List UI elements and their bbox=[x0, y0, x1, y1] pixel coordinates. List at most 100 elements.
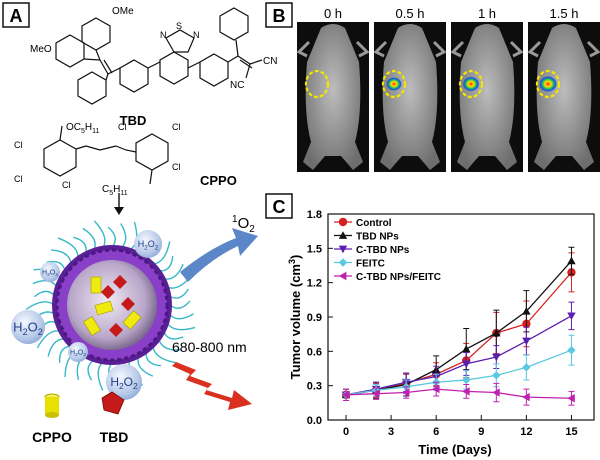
timepoint-label: 1 h bbox=[478, 6, 496, 21]
data-point bbox=[432, 384, 440, 394]
x-tick-label: 0 bbox=[343, 426, 349, 438]
series-c-tbd-nps-feitc bbox=[341, 381, 575, 406]
cl-1: Cl bbox=[14, 140, 23, 150]
panel-b: B 0 h 0.5 h 1 h 1.5 h bbox=[265, 2, 600, 172]
h2o2-bubble: H2O2 bbox=[134, 230, 162, 258]
tbd-meo-label: MeO bbox=[30, 44, 52, 55]
legend-item: C-TBD NPs/FEITC bbox=[334, 271, 441, 283]
singlet-oxygen-arrow bbox=[180, 228, 258, 282]
tbd-cube bbox=[121, 297, 135, 311]
h2o2-label: H2O2 bbox=[138, 239, 159, 251]
tbd-ring-linker-2 bbox=[199, 53, 229, 87]
peg-chain bbox=[145, 351, 162, 367]
fluorescence-spot bbox=[539, 76, 557, 92]
peg-chain bbox=[32, 280, 58, 288]
x-tick-label: 3 bbox=[388, 426, 394, 438]
cppo-c5h11-label: C5H11 bbox=[102, 184, 128, 197]
peg-chain bbox=[163, 263, 184, 280]
y-tick-label: 1.8 bbox=[307, 209, 322, 221]
tbd-ring-bottom bbox=[77, 71, 107, 105]
cppo-ring-right bbox=[135, 133, 169, 171]
peg-chain bbox=[57, 237, 79, 259]
x-axis-label: Time (Days) bbox=[418, 442, 491, 457]
data-point bbox=[341, 390, 350, 400]
peg-chain bbox=[97, 361, 104, 391]
y-tick-label: 0.0 bbox=[307, 415, 322, 427]
data-point bbox=[492, 388, 500, 397]
singlet-oxygen-label: 1O2 bbox=[232, 214, 255, 235]
peg-chain bbox=[87, 359, 95, 381]
x-tick-label: 15 bbox=[565, 426, 577, 438]
mouse-ears bbox=[296, 40, 370, 58]
legend-label: C-TBD NPs bbox=[356, 245, 410, 256]
panel-a: A bbox=[2, 2, 277, 445]
tbd-structure bbox=[55, 7, 263, 105]
h2o2-bubbles: H2O2 H2O2 H2O2 H2O2 H2O2 bbox=[11, 230, 162, 400]
data-point bbox=[492, 371, 501, 380]
peg-chain bbox=[168, 288, 189, 299]
h2o2-label: H2O2 bbox=[42, 269, 58, 278]
cppo-oc-label: OC5H11 bbox=[66, 122, 100, 135]
peg-chain bbox=[163, 331, 184, 340]
tbd-benzothiadiazole bbox=[159, 51, 189, 85]
peg-chain bbox=[166, 322, 196, 331]
cl-2: Cl bbox=[14, 174, 23, 184]
legend-label: Control bbox=[356, 218, 392, 229]
tumor-region-ellipse bbox=[381, 69, 407, 99]
tbd-name: TBD bbox=[120, 113, 147, 128]
data-point bbox=[522, 392, 530, 402]
y-tick-label: 0.3 bbox=[307, 381, 322, 393]
tbd-cube bbox=[101, 285, 115, 299]
y-tick-label: 1.2 bbox=[307, 278, 322, 290]
cppo-ring-left bbox=[43, 139, 77, 177]
data-point bbox=[338, 231, 348, 239]
mouse-frame: 0.5 h bbox=[373, 6, 447, 172]
data-point bbox=[338, 258, 348, 267]
timepoint-label: 1.5 h bbox=[550, 6, 579, 21]
data-point bbox=[522, 337, 531, 346]
mouse-body bbox=[380, 24, 440, 170]
legend-item: C-TBD NPs bbox=[334, 245, 410, 256]
mouse-body bbox=[457, 24, 517, 170]
x-tick-label: 12 bbox=[520, 426, 532, 438]
peg-chain bbox=[82, 227, 96, 251]
peg-chain bbox=[168, 313, 194, 320]
cargo-molecules bbox=[83, 275, 142, 337]
peg-chain bbox=[169, 300, 191, 309]
mouse-frame: 0 h bbox=[296, 6, 370, 172]
data-point bbox=[462, 360, 471, 369]
mouse-ears bbox=[373, 40, 447, 58]
tbd-ring-left bbox=[55, 34, 85, 68]
cppo-cylinder bbox=[94, 300, 114, 316]
h2o2-label: H2O2 bbox=[70, 349, 86, 358]
h2o2-bubble: H2O2 bbox=[106, 364, 142, 400]
fluorescence-spot bbox=[462, 76, 480, 92]
tbd-cube bbox=[109, 323, 123, 337]
mouse-ears bbox=[527, 40, 600, 58]
tbd-n1-label: N bbox=[160, 30, 167, 40]
tbd-ring-linker-1 bbox=[119, 59, 149, 93]
mouse-body bbox=[303, 24, 363, 170]
tbd-s-label: S bbox=[176, 21, 182, 31]
x-tick-label: 9 bbox=[478, 426, 484, 438]
peg-chain bbox=[158, 255, 174, 272]
data-point bbox=[522, 363, 531, 372]
series-line bbox=[346, 388, 572, 399]
tbd-ring-top bbox=[81, 17, 111, 51]
legend-tbd-label: TBD bbox=[100, 429, 129, 445]
data-point bbox=[522, 307, 531, 315]
y-axis-label: Tumor volume (cm3) bbox=[287, 255, 303, 380]
mouse-ears bbox=[450, 40, 524, 58]
peg-chain bbox=[107, 226, 116, 248]
tumor-region-ellipse bbox=[535, 69, 561, 99]
peg-chain bbox=[93, 220, 106, 249]
cl-6: Cl bbox=[172, 162, 181, 172]
mouse-frame: 1 h bbox=[450, 6, 524, 172]
h2o2-label: H2O2 bbox=[110, 375, 138, 391]
tbd-cube bbox=[113, 275, 127, 289]
legend-label: TBD NPs bbox=[356, 232, 399, 243]
peg-chain bbox=[72, 236, 87, 254]
data-point bbox=[567, 256, 576, 265]
x-tick-label: 6 bbox=[433, 426, 439, 438]
h2o2-label: H2O2 bbox=[13, 320, 43, 337]
